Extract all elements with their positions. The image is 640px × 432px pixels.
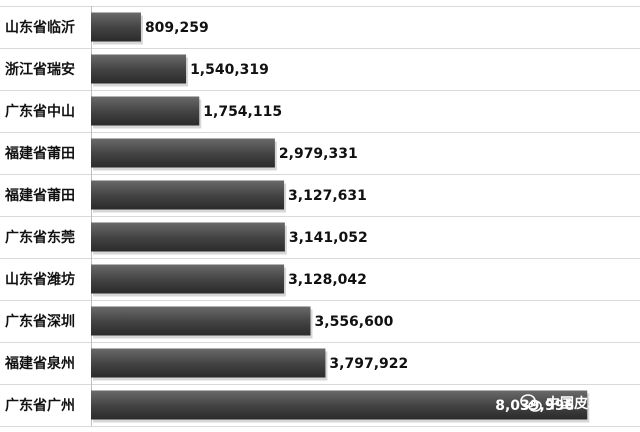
data-label: 8,039,9​96 [495,398,574,414]
data-label: 3,127,631 [288,188,367,204]
data-label: 809,259 [145,20,209,36]
category-label: 广东省深圳 [5,313,75,330]
category-label: 山东省临沂 [5,19,75,36]
category-label: 广东省广州 [5,397,75,414]
bar [91,306,311,336]
bar [91,180,285,210]
bar [91,96,200,126]
data-label: 3,556,600 [315,314,394,330]
bar [91,348,326,378]
category-labels: 山东省临沂浙江省瑞安广东省中山福建省莆田福建省莆田广东省东莞山东省潍坊广东省深圳… [4,19,75,414]
watermark-text: 中国皮革 [546,395,602,412]
category-label: 山东省潍坊 [5,271,75,288]
bar [91,54,187,84]
watermark: 中国皮革 [520,394,602,412]
data-label: 2,979,331 [279,146,358,162]
category-label: 广东省中山 [5,103,75,120]
bar [91,390,588,420]
bar [91,12,141,42]
data-label: 1,754,115 [203,104,282,120]
category-label: 福建省莆田 [4,145,75,162]
data-label: 3,128,042 [288,272,367,288]
data-label: 3,141,052 [289,230,368,246]
category-label: 广东省东莞 [5,229,75,246]
bar [91,264,285,294]
bar [91,138,275,168]
data-label: 3,797,922 [329,356,408,372]
wechat-icon [520,394,542,412]
category-label: 福建省莆田 [4,187,75,204]
category-label: 福建省泉州 [4,355,75,372]
data-label: 1,540,319 [190,62,269,78]
bars [91,12,590,423]
bar [91,222,285,252]
value-labels: 809,259 1,540,319 1,754,115 2,979,331 3,127,… [145,20,574,414]
category-label: 浙江省瑞安 [5,61,75,78]
